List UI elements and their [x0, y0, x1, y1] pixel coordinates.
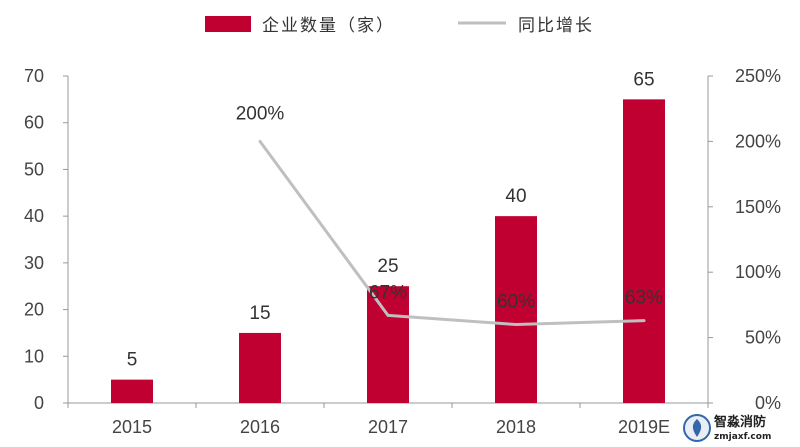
bar-value-label: 25 — [377, 256, 398, 277]
growth-point — [514, 323, 518, 327]
right-y-tick-label: 50% — [745, 328, 781, 348]
watermark-flame-icon — [692, 419, 702, 437]
right-y-tick-label: 250% — [735, 66, 781, 86]
watermark-url: zmjaxf.com — [714, 432, 771, 442]
x-tick-label: 2015 — [112, 417, 152, 437]
watermark-name: 智淼消防 — [714, 414, 766, 430]
watermark: 智淼消防 zmjaxf.com — [683, 414, 771, 442]
bar-value-label: 5 — [127, 350, 138, 371]
legend-label-line: 同比增长 — [518, 16, 594, 36]
growth-value-label: 67% — [369, 282, 407, 303]
bar — [495, 216, 537, 403]
x-tick-label: 2017 — [368, 417, 408, 437]
legend: 企业数量（家） 同比增长 — [205, 16, 594, 36]
bar-data-labels: 5 15 25 40 65 — [127, 69, 655, 370]
bar-value-label: 40 — [505, 186, 526, 207]
x-tick-label: 2019E — [618, 417, 670, 437]
x-tick-label: 2018 — [496, 417, 536, 437]
line-series — [258, 139, 646, 327]
left-y-tick-label: 50 — [24, 159, 44, 179]
x-axis-ticks: 2015 2016 2017 2018 2019E — [67, 403, 709, 437]
right-y-tick-label: 100% — [735, 262, 781, 282]
growth-point — [386, 313, 390, 317]
legend-swatch-bar — [205, 16, 251, 32]
bar — [367, 286, 409, 403]
right-y-tick-label: 150% — [735, 197, 781, 217]
growth-value-label: 200% — [236, 103, 285, 124]
growth-value-label: 63% — [625, 288, 663, 309]
right-y-axis-ticks: 0% 50% 100% 150% 200% 250% — [708, 66, 781, 413]
growth-point — [258, 139, 262, 143]
bar — [239, 332, 281, 403]
left-y-axis-ticks: 0 10 20 30 40 50 60 70 — [24, 66, 68, 413]
bar — [623, 99, 665, 403]
growth-point — [642, 319, 646, 323]
growth-value-label: 60% — [497, 292, 535, 313]
bar-value-label: 65 — [633, 69, 654, 90]
left-y-tick-label: 70 — [24, 66, 44, 86]
left-y-tick-label: 60 — [24, 113, 44, 133]
growth-line — [258, 140, 645, 327]
bar — [111, 379, 153, 403]
bar-value-label: 15 — [249, 303, 270, 324]
left-y-tick-label: 10 — [24, 346, 44, 366]
x-tick-label: 2016 — [240, 417, 280, 437]
right-y-tick-label: 0% — [755, 393, 781, 413]
left-y-tick-label: 40 — [24, 206, 44, 226]
line-data-labels: 200% 67% 60% 63% — [236, 103, 663, 312]
left-y-tick-label: 0 — [34, 393, 44, 413]
left-y-tick-label: 20 — [24, 300, 44, 320]
right-y-tick-label: 200% — [735, 131, 781, 151]
bar-series — [111, 99, 665, 403]
left-y-tick-label: 30 — [24, 253, 44, 273]
legend-label-bar: 企业数量（家） — [262, 16, 395, 36]
